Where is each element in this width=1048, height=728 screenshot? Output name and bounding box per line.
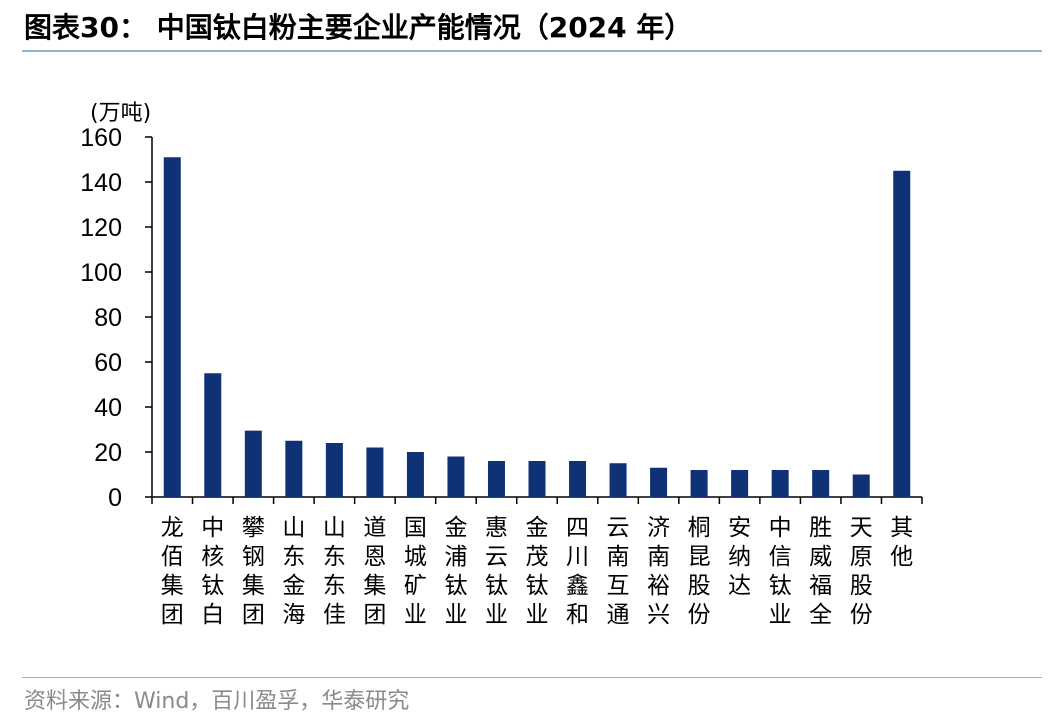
bars	[163, 157, 911, 497]
x-tick-label: 国城矿业	[404, 515, 427, 628]
bar	[893, 170, 911, 497]
x-tick-label: 金茂钛业	[526, 515, 549, 628]
bar	[447, 456, 465, 497]
title-divider	[22, 50, 1042, 52]
bar	[731, 470, 749, 497]
x-tick-label: 其他	[890, 515, 913, 570]
bar	[366, 447, 384, 497]
x-tick-label: 惠云钛业	[485, 515, 508, 628]
x-tick-label: 四川鑫和	[566, 515, 589, 628]
bar	[406, 452, 424, 497]
x-tick-label: 道恩集团	[363, 515, 386, 628]
x-tick-label: 金浦钛业	[444, 515, 467, 628]
figure-title: 图表30： 中国钛白粉主要企业产能情况（2024 年）	[24, 11, 693, 44]
y-tick-label: 20	[94, 439, 122, 467]
bar	[609, 463, 627, 497]
x-tick-label: 胜威福全	[809, 515, 832, 628]
y-tick-label: 0	[108, 484, 122, 512]
y-axis-ticks: 0 20 40 60 80 100 120 140 160	[80, 124, 152, 512]
y-tick-label: 40	[94, 394, 122, 422]
bar	[852, 474, 870, 497]
bar	[650, 467, 668, 497]
y-tick-label: 100	[80, 259, 122, 287]
x-tick-label: 安纳达	[728, 515, 751, 599]
bar	[690, 470, 708, 497]
y-tick-label: 80	[94, 304, 122, 332]
bar	[528, 461, 546, 497]
x-tick-label: 天原股份	[850, 515, 873, 628]
x-axis-labels: 龙佰集团中核钛白攀钢集团山东金海山东东佳道恩集团国城矿业金浦钛业惠云钛业金茂钛业…	[161, 515, 913, 628]
y-tick-label: 60	[94, 349, 122, 377]
bar	[163, 157, 181, 497]
bar	[244, 430, 262, 497]
x-tick-label: 中核钛白	[201, 515, 224, 628]
x-tick-label: 云南互通	[607, 515, 630, 628]
bar	[569, 461, 587, 497]
x-tick-label: 攀钢集团	[242, 515, 265, 628]
chart-axes	[151, 137, 923, 504]
x-tick-label: 济南裕兴	[647, 515, 670, 628]
y-axis-unit-label: (万吨)	[90, 101, 151, 126]
x-tick-label: 山东金海	[282, 515, 305, 628]
source-note: 资料来源：Wind，百川盈孚，华泰研究	[24, 689, 410, 714]
bar	[487, 461, 505, 497]
bar	[812, 470, 830, 497]
source-divider	[22, 677, 1042, 678]
bar	[771, 470, 789, 497]
x-tick-label: 桐昆股份	[688, 515, 711, 628]
x-tick-label: 龙佰集团	[161, 515, 184, 628]
bar	[204, 373, 222, 497]
y-tick-label: 160	[80, 124, 122, 152]
y-tick-label: 140	[80, 169, 122, 197]
x-tick-label: 中信钛业	[769, 515, 792, 628]
bar	[285, 440, 303, 497]
x-tick-label: 山东东佳	[323, 515, 346, 628]
y-tick-label: 120	[80, 214, 122, 242]
bar	[325, 443, 343, 497]
